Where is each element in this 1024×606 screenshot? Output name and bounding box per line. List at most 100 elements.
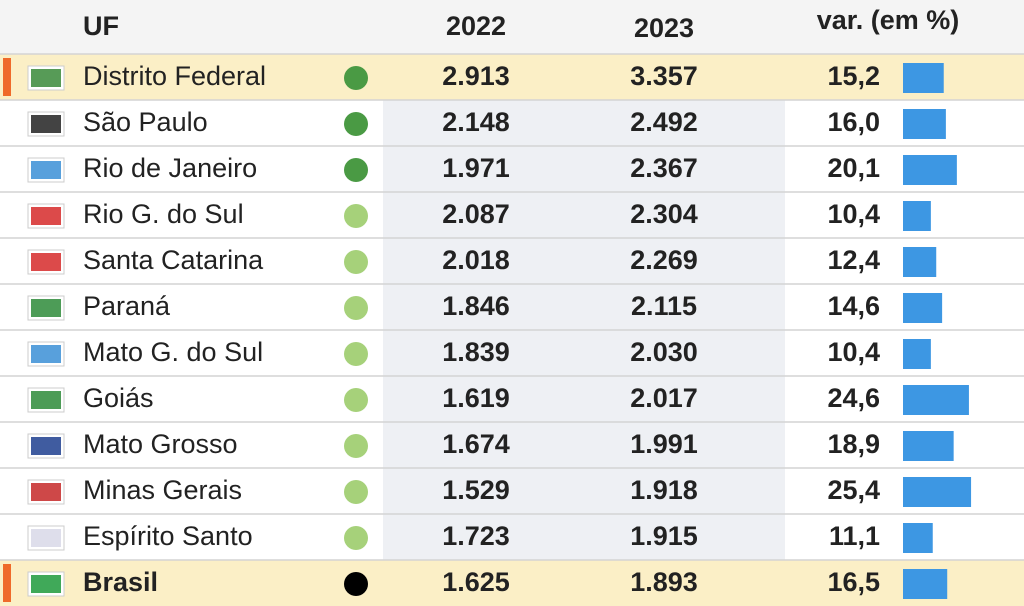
status-dot xyxy=(344,342,368,366)
var-bar xyxy=(903,431,954,461)
value-2023: 2.304 xyxy=(630,199,698,229)
value-2023: 1.915 xyxy=(630,521,698,551)
value-2023: 2.030 xyxy=(630,337,698,367)
value-2023: 1.991 xyxy=(630,429,698,459)
flag-detail xyxy=(31,345,61,363)
var-label: 18,9 xyxy=(827,429,880,459)
flag-detail xyxy=(31,161,61,179)
var-label: 15,2 xyxy=(827,61,880,91)
status-dot xyxy=(344,388,368,412)
status-dot xyxy=(344,296,368,320)
header-uf: UF xyxy=(83,11,119,41)
flag-detail xyxy=(31,529,61,547)
value-2022: 1.723 xyxy=(442,521,510,551)
value-2022: 1.846 xyxy=(442,291,510,321)
values-bg xyxy=(383,146,785,192)
value-2023: 2.017 xyxy=(630,383,698,413)
value-2023: 2.367 xyxy=(630,153,698,183)
flag-detail xyxy=(31,575,61,593)
header-2022: 2022 xyxy=(446,11,506,41)
var-bar xyxy=(903,523,933,553)
values-bg xyxy=(383,376,785,422)
var-label: 12,4 xyxy=(827,245,880,275)
var-bar xyxy=(903,63,944,93)
status-dot xyxy=(344,112,368,136)
var-label: 11,1 xyxy=(829,521,880,551)
value-2022: 1.674 xyxy=(442,429,510,459)
header-2023: 2023 xyxy=(634,13,694,43)
var-label: 20,1 xyxy=(827,153,880,183)
var-bar xyxy=(903,569,948,599)
var-bar xyxy=(903,109,946,139)
values-bg xyxy=(383,330,785,376)
var-bar xyxy=(903,339,931,369)
value-2022: 2.913 xyxy=(442,61,510,91)
state-name: Mato G. do Sul xyxy=(83,337,263,367)
value-2023: 2.115 xyxy=(631,291,697,321)
status-dot xyxy=(344,158,368,182)
var-bar xyxy=(903,477,972,507)
var-label: 24,6 xyxy=(827,383,880,413)
flag-detail xyxy=(31,253,61,271)
state-name: Mato Grosso xyxy=(83,429,238,459)
state-name: Espírito Santo xyxy=(83,521,253,551)
flag-detail xyxy=(31,69,61,87)
value-2022: 2.018 xyxy=(442,245,510,275)
value-2022: 2.087 xyxy=(442,199,510,229)
values-bg xyxy=(383,468,785,514)
flag-detail xyxy=(31,207,61,225)
state-name: Paraná xyxy=(83,291,171,321)
var-label: 25,4 xyxy=(827,475,880,505)
header-var: var. (em %) xyxy=(817,5,960,35)
var-label: 16,0 xyxy=(827,107,880,137)
value-2023: 2.492 xyxy=(630,107,698,137)
var-bar xyxy=(903,155,957,185)
var-bar xyxy=(903,385,969,415)
state-name: Santa Catarina xyxy=(83,245,264,275)
var-bar xyxy=(903,293,943,323)
flag-detail xyxy=(31,483,61,501)
value-2022: 1.839 xyxy=(442,337,510,367)
row-bg xyxy=(0,560,1024,606)
value-2022: 1.625 xyxy=(442,567,510,597)
values-bg xyxy=(383,192,785,238)
status-dot xyxy=(344,480,368,504)
value-2022: 2.148 xyxy=(442,107,510,137)
status-dot xyxy=(344,526,368,550)
var-label: 10,4 xyxy=(827,337,880,367)
var-bar xyxy=(903,247,937,277)
status-dot xyxy=(344,204,368,228)
var-label: 14,6 xyxy=(827,291,880,321)
value-2023: 2.269 xyxy=(630,245,698,275)
status-dot xyxy=(344,250,368,274)
value-2023: 3.357 xyxy=(630,61,698,91)
status-dot xyxy=(344,66,368,90)
state-name: Rio de Janeiro xyxy=(83,153,257,183)
value-2022: 1.971 xyxy=(442,153,510,183)
values-bg xyxy=(383,238,785,284)
state-name: São Paulo xyxy=(83,107,208,137)
value-2022: 1.619 xyxy=(442,383,510,413)
row-marker xyxy=(3,564,11,602)
state-name: Rio G. do Sul xyxy=(83,199,244,229)
value-2023: 1.918 xyxy=(630,475,698,505)
flag-detail xyxy=(31,437,61,455)
values-bg xyxy=(383,284,785,330)
status-dot xyxy=(344,434,368,458)
state-name: Goiás xyxy=(83,383,154,413)
value-2023: 1.893 xyxy=(630,567,698,597)
values-bg xyxy=(383,514,785,560)
var-label: 10,4 xyxy=(827,199,880,229)
var-bar xyxy=(903,201,931,231)
state-name: Brasil xyxy=(83,567,158,597)
status-dot xyxy=(344,572,368,596)
state-name: Minas Gerais xyxy=(83,475,242,505)
values-bg xyxy=(383,422,785,468)
state-name: Distrito Federal xyxy=(83,61,266,91)
flag-detail xyxy=(31,299,61,317)
header-bg xyxy=(0,0,1024,54)
values-bg xyxy=(383,100,785,146)
value-2022: 1.529 xyxy=(442,475,510,505)
row-bg xyxy=(0,54,1024,100)
